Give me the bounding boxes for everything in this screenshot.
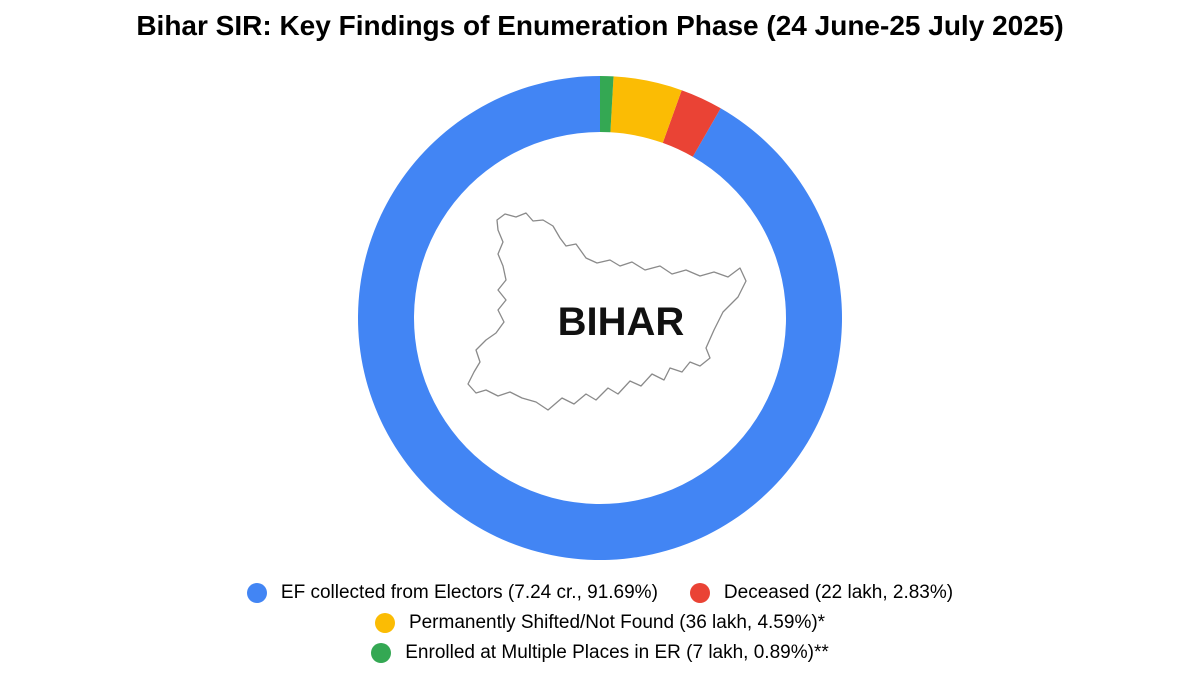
legend-row: EF collected from Electors (7.24 cr., 91… [0, 578, 1200, 608]
donut-slice-shifted-not-found [610, 76, 682, 143]
bihar-map-outline [467, 212, 747, 411]
legend-swatch [246, 583, 267, 603]
chart-legend: EF collected from Electors (7.24 cr., 91… [0, 578, 1200, 668]
donut-slice-deceased [662, 90, 721, 157]
legend-label: EF collected from Electors (7.24 cr., 91… [280, 582, 658, 603]
legend-swatch [371, 643, 392, 663]
donut-slices [357, 76, 842, 560]
legend-item-multiple-places: Enrolled at Multiple Places in ER (7 lak… [371, 638, 829, 668]
legend-row: Enrolled at Multiple Places in ER (7 lak… [0, 638, 1200, 668]
legend-row: Permanently Shifted/Not Found (36 lakh, … [0, 608, 1200, 638]
legend-item-shifted-not-found: Permanently Shifted/Not Found (36 lakh, … [374, 608, 826, 638]
donut-slice-multiple-places [600, 76, 614, 133]
legend-label: Permanently Shifted/Not Found (36 lakh, … [408, 612, 826, 633]
legend-swatch [374, 613, 395, 633]
legend-label: Deceased (22 lakh, 2.83%) [723, 582, 954, 603]
legend-item-ef-collected: EF collected from Electors (7.24 cr., 91… [246, 578, 658, 608]
legend-swatch [689, 583, 710, 603]
center-label: BIHAR [558, 300, 685, 344]
chart-title: Bihar SIR: Key Findings of Enumeration P… [136, 10, 1064, 41]
legend-label: Enrolled at Multiple Places in ER (7 lak… [405, 642, 829, 663]
legend-item-deceased: Deceased (22 lakh, 2.83%) [689, 578, 954, 608]
